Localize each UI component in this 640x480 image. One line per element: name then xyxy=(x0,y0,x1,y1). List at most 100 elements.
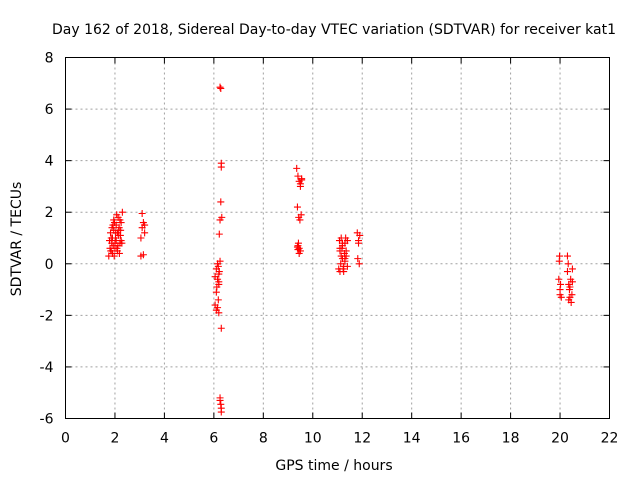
data-point xyxy=(215,309,223,317)
data-point xyxy=(564,260,572,268)
data-point xyxy=(217,400,225,408)
data-point xyxy=(342,247,350,255)
data-point xyxy=(216,257,224,265)
axis-ticks: 0 2 4 6 8 10 12 14 16 18 20 22 -6 -4 -2 0 2 4 6 8 xyxy=(40,51,619,447)
data-point xyxy=(343,237,351,245)
data-point xyxy=(216,216,224,224)
data-point xyxy=(293,164,301,172)
data-point xyxy=(110,252,118,260)
data-point xyxy=(217,408,225,416)
y-tick-label: -2 xyxy=(40,308,54,324)
data-point xyxy=(356,231,364,239)
data-point xyxy=(107,229,115,237)
data-point xyxy=(568,291,576,299)
x-tick-label: 8 xyxy=(259,431,268,447)
data-point xyxy=(141,229,149,237)
data-point xyxy=(110,216,118,224)
data-points xyxy=(105,83,576,416)
x-tick-label: 0 xyxy=(61,431,70,447)
y-axis-label: SDTVAR / TECUs xyxy=(9,182,25,297)
y-tick-label: 6 xyxy=(45,102,54,118)
chart-title: Day 162 of 2018, Sidereal Day-to-day VTE… xyxy=(52,22,616,38)
y-tick-label: -4 xyxy=(40,360,54,376)
data-point xyxy=(217,198,225,206)
data-point xyxy=(294,246,302,254)
x-tick-label: 22 xyxy=(601,431,619,447)
data-point xyxy=(294,239,302,247)
data-point xyxy=(295,249,303,257)
data-point xyxy=(117,219,125,227)
data-point xyxy=(297,211,305,219)
data-point xyxy=(141,221,149,229)
data-point xyxy=(217,324,225,332)
data-point xyxy=(217,163,225,171)
data-point xyxy=(217,84,225,92)
data-point xyxy=(214,304,222,312)
data-point xyxy=(109,221,117,229)
data-point xyxy=(214,296,222,304)
x-tick-label: 18 xyxy=(502,431,520,447)
grid xyxy=(65,57,610,419)
data-point xyxy=(336,244,344,252)
data-point xyxy=(113,229,121,237)
data-point xyxy=(107,247,115,255)
y-tick-label: 8 xyxy=(45,51,54,67)
data-point xyxy=(214,262,222,270)
x-tick-label: 16 xyxy=(452,431,470,447)
data-point xyxy=(555,257,563,265)
data-point xyxy=(568,278,576,286)
data-point xyxy=(337,252,345,260)
data-point xyxy=(216,83,224,91)
data-point xyxy=(336,268,344,276)
data-point xyxy=(355,239,363,247)
data-point xyxy=(341,255,349,263)
data-point xyxy=(555,275,563,283)
y-tick-label: -6 xyxy=(40,412,54,428)
data-point xyxy=(568,265,576,273)
x-tick-label: 6 xyxy=(209,431,218,447)
data-point xyxy=(563,252,571,260)
data-point xyxy=(139,251,147,259)
data-point xyxy=(216,396,224,404)
data-point xyxy=(563,268,571,276)
x-tick-label: 20 xyxy=(551,431,569,447)
data-point xyxy=(296,180,304,188)
x-tick-label: 2 xyxy=(110,431,119,447)
data-point xyxy=(138,210,146,218)
data-point xyxy=(298,176,306,184)
data-point xyxy=(215,278,223,286)
data-point xyxy=(294,172,302,180)
data-point xyxy=(296,216,304,224)
x-tick-label: 10 xyxy=(304,431,322,447)
data-point xyxy=(215,230,223,238)
data-point xyxy=(557,280,565,288)
y-tick-label: 4 xyxy=(45,154,54,170)
data-point xyxy=(215,268,223,276)
x-tick-label: 4 xyxy=(160,431,169,447)
data-point xyxy=(340,262,348,270)
data-point xyxy=(115,249,123,257)
data-point xyxy=(116,239,124,247)
data-point xyxy=(213,283,221,291)
data-point xyxy=(354,255,362,263)
data-point xyxy=(565,296,573,304)
y-tick-label: 2 xyxy=(45,205,54,221)
data-point xyxy=(566,283,574,291)
data-point xyxy=(137,234,145,242)
data-point xyxy=(355,260,363,268)
data-point xyxy=(112,237,120,245)
data-point xyxy=(108,234,116,242)
data-point xyxy=(118,208,126,216)
data-point xyxy=(111,244,119,252)
data-point xyxy=(556,291,564,299)
data-point xyxy=(108,239,116,247)
x-tick-label: 14 xyxy=(403,431,421,447)
plot-frame xyxy=(65,57,610,419)
x-axis-label: GPS time / hours xyxy=(275,458,392,474)
data-point xyxy=(338,239,346,247)
data-point xyxy=(293,203,301,211)
data-point xyxy=(113,211,121,219)
y-tick-label: 0 xyxy=(45,257,54,273)
x-tick-label: 12 xyxy=(353,431,371,447)
